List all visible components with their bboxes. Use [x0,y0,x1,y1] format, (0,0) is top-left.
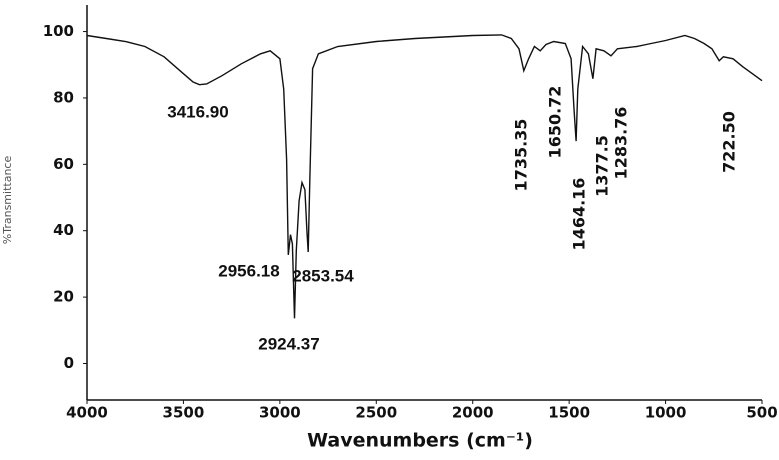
peak-label: 1464.16 [570,178,589,251]
x-tick-label: 1500 [548,404,590,422]
y-tick-label: 100 [43,22,74,40]
y-tick-label: 0 [64,354,74,372]
peak-label: 1283.76 [612,107,631,180]
y-tick-label: 20 [53,288,74,306]
y-tick-label: 40 [53,221,74,239]
peak-label: 1377.5 [593,135,612,197]
spectrum-line [86,34,763,319]
x-tick-label: 3500 [163,404,205,422]
y-tick-label: 80 [53,88,74,106]
peak-label: 2924.37 [258,334,319,353]
x-tick-label: 500 [746,404,777,422]
x-tick-label: 3000 [259,404,301,422]
peak-label: 1735.35 [512,119,531,192]
peak-label: 1650.72 [546,86,565,159]
peak-label: 3416.90 [167,102,228,121]
y-axis-label: %Transmittance [1,156,14,245]
x-tick-label: 2000 [452,404,494,422]
peak-label: 2956.18 [218,261,279,280]
x-tick-label: 4000 [66,404,108,422]
peak-label: 2853.54 [292,266,354,285]
y-tick-label: 60 [53,155,74,173]
x-tick-label: 1000 [645,404,687,422]
x-axis-label: Wavenumbers (cm⁻¹) [307,430,533,452]
peak-label: 722.50 [720,111,739,173]
x-tick-label: 2500 [355,404,397,422]
